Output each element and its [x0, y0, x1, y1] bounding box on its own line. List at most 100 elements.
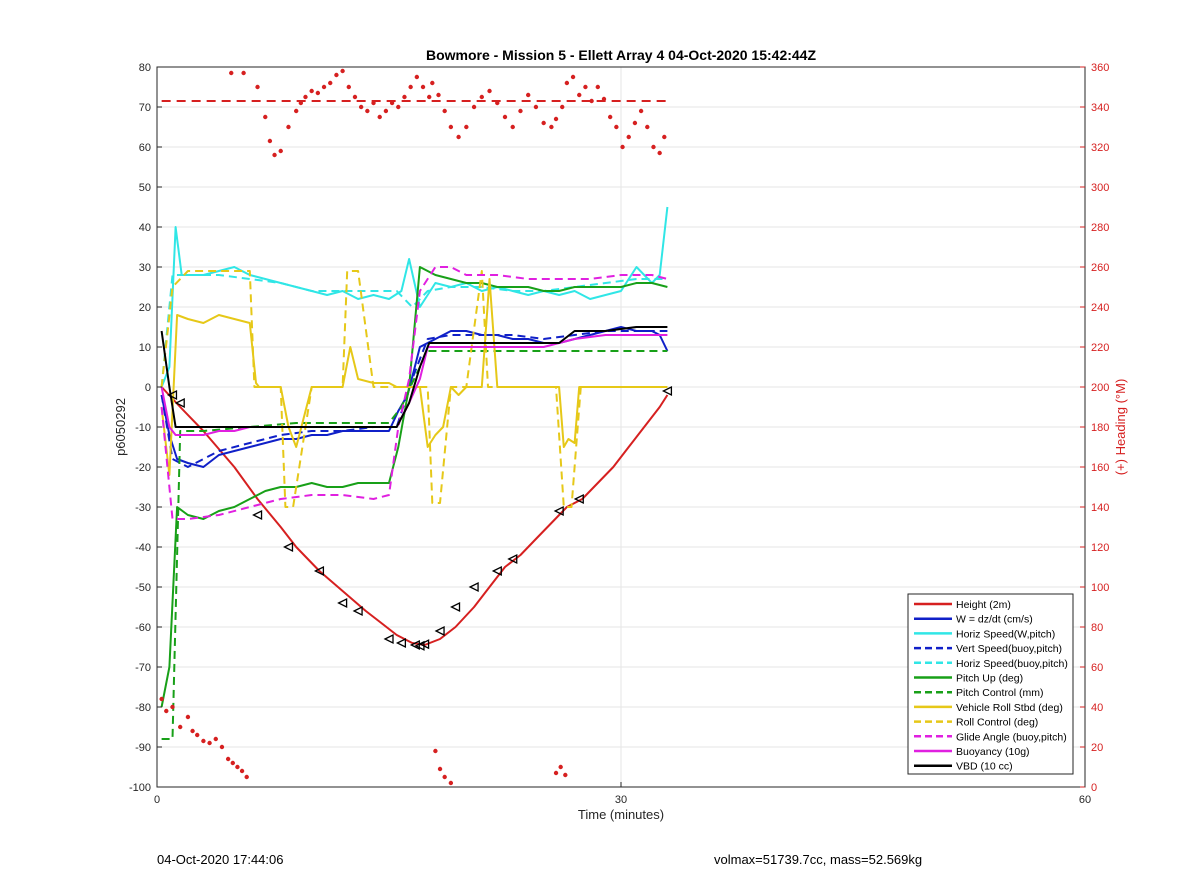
y-tick-label: 0	[145, 382, 151, 394]
y-axis-label: p6050292	[113, 398, 128, 456]
heading-point	[563, 772, 568, 778]
heading-point	[471, 104, 477, 110]
heading-point	[371, 100, 376, 106]
y2-axis-label: (+) Heading (°M)	[1113, 379, 1128, 476]
y2-tick-label: 360	[1091, 62, 1109, 74]
heading-point	[437, 766, 443, 772]
height-marker	[450, 601, 461, 613]
x-tick-label: 0	[154, 794, 160, 806]
heading-point	[201, 738, 206, 744]
heading-point	[662, 134, 667, 140]
heading-point	[365, 108, 370, 114]
y-tick-label: -10	[135, 422, 151, 434]
heading-point	[626, 134, 631, 140]
heading-point	[213, 736, 218, 742]
heading-point	[272, 152, 277, 158]
heading-point	[479, 94, 484, 100]
heading-point	[315, 90, 321, 96]
series-line-pitch-up-deg-	[160, 266, 668, 708]
y-tick-label: 50	[139, 182, 151, 194]
height-marker	[395, 637, 407, 649]
legend-label: Horiz Speed(buoy,pitch)	[956, 658, 1068, 670]
heading-point	[352, 94, 358, 100]
y2-tick-label: 200	[1091, 382, 1109, 394]
y-tick-label: 60	[139, 142, 151, 154]
heading-point	[328, 80, 333, 86]
heading-point	[383, 108, 389, 114]
heading-point	[442, 108, 447, 114]
volume-mass-annotation: volmax=51739.7cc, mass=52.569kg	[714, 852, 923, 867]
timestamp-annotation: 04-Oct-2020 17:44:06	[157, 852, 284, 867]
tick-labels: 80706050403020100-10-20-30-40-50-60-70-8…	[129, 62, 1109, 806]
heading-point	[645, 124, 650, 130]
heading-point	[420, 84, 426, 90]
heading-point	[533, 104, 539, 110]
y2-tick-label: 280	[1091, 222, 1109, 234]
height-marker	[468, 581, 479, 593]
heading-point	[170, 704, 175, 710]
heading-point	[229, 70, 234, 76]
y-tick-label: -90	[135, 742, 151, 754]
heading-point	[495, 100, 500, 106]
y2-tick-label: 80	[1091, 622, 1103, 634]
y2-tick-label: 60	[1091, 662, 1103, 674]
height-marker	[313, 565, 325, 577]
y-tick-label: 40	[139, 222, 151, 234]
heading-point	[244, 774, 249, 780]
series-line-glide-angle-buoy-pitch-	[160, 266, 668, 520]
heading-point	[620, 144, 625, 150]
heading-point	[433, 748, 438, 754]
heading-point	[389, 100, 395, 106]
y2-tick-label: 180	[1091, 422, 1109, 434]
heading-point	[346, 84, 351, 90]
heading-point	[235, 764, 240, 770]
y-tick-label: -20	[135, 462, 151, 474]
height-marker	[661, 385, 673, 397]
heading-point	[159, 696, 164, 702]
series-line-height-2m-	[160, 386, 669, 646]
legend-label: Vehicle Roll Stbd (deg)	[956, 702, 1063, 714]
heading-point	[321, 84, 327, 90]
heading-point	[358, 104, 364, 110]
y-tick-label: 20	[139, 302, 151, 314]
heading-point	[456, 134, 461, 140]
heading-point	[589, 98, 594, 104]
legend-label: Pitch Up (deg)	[956, 673, 1023, 685]
x-tick-label: 30	[615, 794, 627, 806]
heading-point	[309, 88, 314, 94]
legend-label: Roll Control (deg)	[956, 717, 1038, 729]
y2-tick-label: 40	[1091, 702, 1103, 714]
x-tick-label: 60	[1079, 794, 1091, 806]
heading-point	[396, 104, 401, 110]
heading-point	[448, 780, 454, 786]
height-marker	[419, 639, 430, 650]
heading-point	[558, 764, 563, 770]
heading-point	[553, 116, 559, 122]
y2-tick-label: 220	[1091, 342, 1109, 354]
y2-tick-label: 240	[1091, 302, 1109, 314]
height-marker	[174, 397, 185, 409]
y-tick-label: -30	[135, 502, 151, 514]
heading-point	[239, 768, 245, 774]
height-marker	[573, 493, 584, 505]
heading-point	[190, 728, 195, 734]
heading-point	[263, 114, 268, 120]
y2-tick-label: 140	[1091, 502, 1109, 514]
y2-tick-label: 320	[1091, 142, 1109, 154]
y2-tick-label: 120	[1091, 542, 1109, 554]
y-tick-label: 80	[139, 62, 151, 74]
heading-point	[526, 92, 531, 98]
heading-point	[638, 108, 644, 114]
height-marker	[491, 565, 502, 577]
height-marker	[434, 625, 445, 637]
y2-tick-label: 260	[1091, 262, 1109, 274]
heading-point	[294, 108, 299, 114]
heading-point	[560, 104, 565, 110]
heading-point	[241, 70, 246, 76]
heading-point	[607, 114, 613, 120]
series-line-roll-control-deg-	[160, 270, 668, 508]
heading-point	[553, 770, 559, 776]
heading-point	[298, 100, 304, 106]
heading-point	[195, 732, 200, 738]
